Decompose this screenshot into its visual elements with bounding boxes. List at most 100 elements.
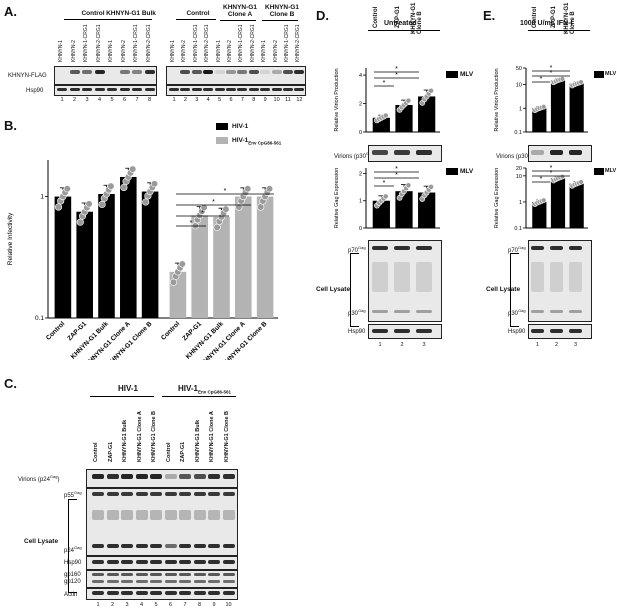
- panel-c-lane-label: KHNYN-G1 Bulk: [122, 419, 128, 462]
- panel-e-virion-band: [569, 150, 582, 155]
- panel-a-hsp90-band: [191, 88, 202, 91]
- bar: [550, 178, 566, 228]
- panel-a-lane-number: 7: [240, 97, 244, 103]
- panel-c-label: C.: [4, 376, 17, 391]
- panel-a-lane-label: KHNYN-1-CRG1: [133, 24, 139, 62]
- panel-d-hsp90-band: [372, 329, 388, 333]
- panel-d-smear: [372, 262, 388, 292]
- panel-a-hsp90-blot-right: [166, 85, 306, 96]
- bar: [76, 211, 93, 318]
- panel-a-lane-number: 5: [218, 97, 222, 103]
- data-point: [405, 97, 412, 104]
- panel-a-hsp90-band: [180, 88, 191, 91]
- panel-a-flag-band: [226, 70, 236, 74]
- legend-hiv1-label: HIV-1: [232, 123, 249, 130]
- panel-a-flag-blot-left: [54, 66, 157, 85]
- panel-a-lane-label: KHNYN-2: [120, 40, 127, 62]
- panel-c-lane-label: KHNYN-G1 Bulk: [194, 419, 201, 462]
- panel-e-p70-band: [550, 246, 563, 250]
- panel-c-virion-band: [208, 474, 220, 479]
- panel-d-lane-label: KHNYN-G1 Clone B: [411, 2, 423, 34]
- panel-c-gp160-band: [150, 573, 162, 576]
- data-point: [222, 205, 230, 213]
- data-point: [120, 183, 128, 192]
- panel-c-hsp90-band: [208, 560, 220, 564]
- bar: [98, 193, 115, 318]
- bar: [532, 201, 547, 228]
- panel-d-p30-label: p30Gag: [348, 308, 366, 317]
- panel-c-p24-label: p24Gag: [64, 545, 82, 554]
- legend-hiv1-env-label: HIV-1Env CpG86-561: [232, 137, 282, 146]
- panel-a-hsp90-band: [132, 88, 142, 91]
- panel-c-actin-band: [121, 591, 133, 595]
- bar: [141, 191, 159, 318]
- panel-c-actin-band: [208, 591, 220, 595]
- panel-c-hsp90-band: [92, 560, 104, 564]
- panel-c-lane-label: ZAP-G1: [107, 441, 114, 462]
- panel-a-flag-band: [283, 70, 293, 74]
- panel-e-lane-label: Control: [532, 6, 538, 28]
- panel-a-flag-band: [260, 70, 271, 74]
- y-axis-label: Relative Virion Production: [334, 68, 340, 131]
- data-point: [54, 203, 63, 211]
- panel-c-lane-number: 4: [139, 602, 144, 608]
- x-category-label: KHNYN-G1 Bulk: [185, 320, 225, 360]
- panel-e-lysate-bracket: [510, 253, 519, 327]
- panel-c-lane-number: 8: [197, 602, 202, 608]
- panel-c-lane-label: KHNYN-G1 Clone A: [209, 411, 215, 462]
- panel-a-lane-label: KHNYN-1: [261, 40, 268, 62]
- panel-c-actin-band: [135, 591, 148, 595]
- panel-e-virion-band: [550, 150, 563, 155]
- panel-d-title: Untreated: [384, 20, 417, 27]
- y-tick-label: 1: [40, 194, 44, 201]
- panel-c-p55-band: [179, 492, 191, 496]
- data-point: [200, 203, 208, 212]
- data-point: [150, 180, 159, 188]
- panel-e-title: 1000 U/mL IFN-I: [520, 20, 573, 27]
- panel-c-gp120-band: [121, 580, 133, 583]
- panel-c-p24-band: [92, 544, 104, 548]
- panel-c-lane-number: 7: [183, 602, 187, 608]
- panel-e-hsp90-band: [550, 329, 563, 333]
- panel-a-hsp90-band: [203, 88, 214, 91]
- panel-c-p24-band: [208, 544, 220, 548]
- panel-c-gp160-band: [92, 573, 104, 576]
- panel-a-hsp90-band: [119, 88, 130, 91]
- panel-a-hsp90-band: [57, 88, 67, 91]
- significance-star: *: [212, 199, 215, 206]
- panel-c-gp120-band: [193, 580, 206, 583]
- panel-d-p30-band: [372, 310, 388, 313]
- panel-c-gp120-band: [164, 580, 177, 583]
- panel-c-virion-band: [164, 474, 177, 479]
- significance-star: *: [383, 180, 386, 187]
- x-category-label: KHNYN-G1 Bulk: [70, 320, 110, 360]
- panel-d-hsp90-label: Hsp90: [348, 329, 366, 335]
- panel-c-hsp90-band: [179, 560, 191, 564]
- panel-c-gp120-band: [208, 580, 220, 583]
- y-tick-label: 0.1: [514, 226, 522, 232]
- data-point: [85, 200, 93, 208]
- panel-a-lane-number: 12: [296, 97, 303, 103]
- panel-d-p30-band: [394, 310, 410, 313]
- panel-e-p30-band: [569, 310, 582, 313]
- data-point: [244, 185, 252, 193]
- panel-c-smear: [121, 510, 133, 520]
- panel-d-smear: [416, 262, 432, 292]
- bar: [256, 196, 274, 318]
- panel-c-p55-band: [106, 492, 119, 496]
- panel-c-actin-band: [193, 591, 206, 595]
- x-category-label: ZAP-G1: [181, 320, 203, 342]
- panel-d-legend-1: MLV: [460, 71, 474, 78]
- panel-a-hsp90-band: [260, 88, 271, 91]
- panel-a-lane-label: KHNYN-2-CRG1: [95, 24, 102, 62]
- panel-e-p30-band: [550, 310, 563, 313]
- data-point: [129, 165, 137, 173]
- panel-c-gp120-label: gp120: [64, 579, 81, 585]
- panel-d-virion-band: [394, 150, 410, 155]
- panel-c-actin-band: [179, 591, 191, 595]
- panel-e-legend-swatch-2: [594, 168, 604, 175]
- panel-c-smear: [179, 510, 191, 520]
- panel-e-smear: [569, 262, 582, 292]
- panel-d-virion-band: [372, 150, 388, 155]
